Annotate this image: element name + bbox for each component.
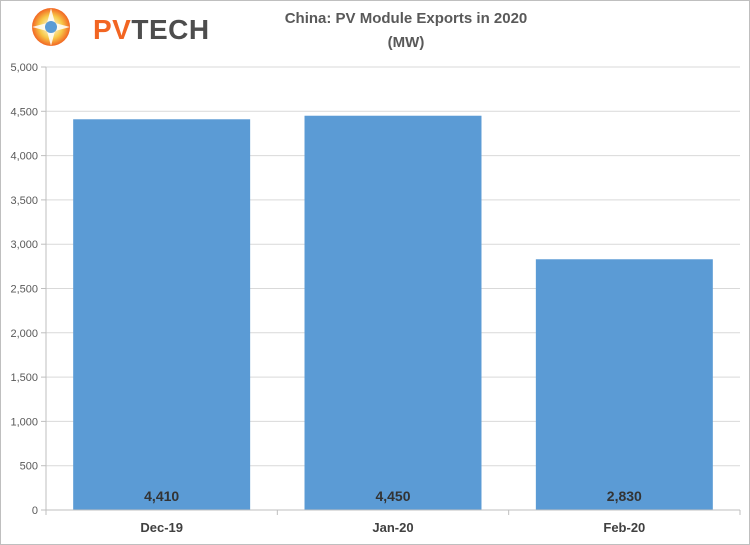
logo-text-tech: TECH bbox=[131, 14, 210, 45]
x-axis: Dec-19 Jan-20 Feb-20 bbox=[45, 509, 741, 535]
x-tick-label: Dec-19 bbox=[140, 520, 183, 535]
bar-jan-20 bbox=[304, 115, 482, 510]
y-tick-label: 1,000 bbox=[10, 416, 38, 428]
y-tick-label: 3,000 bbox=[10, 239, 38, 251]
x-tick-label: Jan-20 bbox=[372, 520, 413, 535]
data-label: 2,830 bbox=[607, 488, 642, 504]
y-tick-label: 5,000 bbox=[10, 62, 38, 74]
y-tick-label: 2,000 bbox=[10, 328, 38, 340]
bar-dec-19 bbox=[73, 119, 251, 511]
chart-title: China: PV Module Exports in 2020 bbox=[284, 10, 528, 27]
y-tick-label: 500 bbox=[20, 461, 38, 473]
y-axis: 0 500 1,000 1,500 2,000 2,500 3,000 3,500 4,000 4… bbox=[10, 62, 47, 517]
pvtech-logo: PVTECH bbox=[29, 5, 209, 49]
y-tick-label: 4,000 bbox=[10, 151, 38, 163]
y-tick-label: 3,500 bbox=[10, 195, 38, 207]
y-tick-label: 1,500 bbox=[10, 372, 38, 384]
y-tick-label: 2,500 bbox=[10, 284, 38, 296]
x-tick-label: Feb-20 bbox=[603, 520, 645, 535]
logo-wordmark: PVTECH bbox=[93, 14, 210, 46]
y-tick-label: 4,500 bbox=[10, 106, 38, 118]
chart-subtitle: (MW) bbox=[387, 34, 425, 51]
logo-text-pv: PV bbox=[93, 14, 132, 45]
bars: 4,410 4,450 2,830 bbox=[73, 115, 713, 511]
data-label: 4,450 bbox=[375, 488, 410, 504]
sunburst-logo-icon bbox=[32, 8, 70, 46]
bar-feb-20 bbox=[535, 259, 713, 510]
data-label: 4,410 bbox=[144, 488, 179, 504]
y-tick-label: 0 bbox=[32, 505, 38, 517]
